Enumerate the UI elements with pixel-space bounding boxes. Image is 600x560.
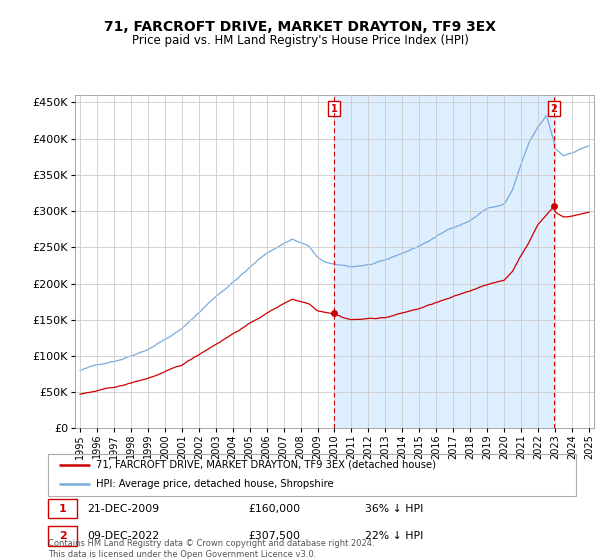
Text: 2: 2 [550, 104, 557, 114]
Bar [334, 95, 554, 428]
Text: 09-DEC-2022: 09-DEC-2022 [88, 531, 160, 541]
Text: HPI: Average price, detached house, Shropshire: HPI: Average price, detached house, Shro… [95, 479, 333, 489]
Text: 1: 1 [59, 504, 67, 514]
Text: 1: 1 [331, 104, 337, 114]
Text: 71, FARCROFT DRIVE, MARKET DRAYTON, TF9 3EX (detached house): 71, FARCROFT DRIVE, MARKET DRAYTON, TF9 … [95, 460, 436, 470]
Text: Price paid vs. HM Land Registry's House Price Index (HPI): Price paid vs. HM Land Registry's House … [131, 34, 469, 46]
Text: 36% ↓ HPI: 36% ↓ HPI [365, 504, 423, 514]
Text: £307,500: £307,500 [248, 531, 301, 541]
Text: 71, FARCROFT DRIVE, MARKET DRAYTON, TF9 3EX: 71, FARCROFT DRIVE, MARKET DRAYTON, TF9 … [104, 20, 496, 34]
Text: 22% ↓ HPI: 22% ↓ HPI [365, 531, 423, 541]
Text: 2: 2 [59, 531, 67, 541]
Text: 21-DEC-2009: 21-DEC-2009 [88, 504, 160, 514]
Text: £160,000: £160,000 [248, 504, 301, 514]
Bar [48, 499, 77, 519]
Text: Contains HM Land Registry data © Crown copyright and database right 2024.
This d: Contains HM Land Registry data © Crown c… [48, 539, 374, 559]
Bar [48, 526, 77, 545]
